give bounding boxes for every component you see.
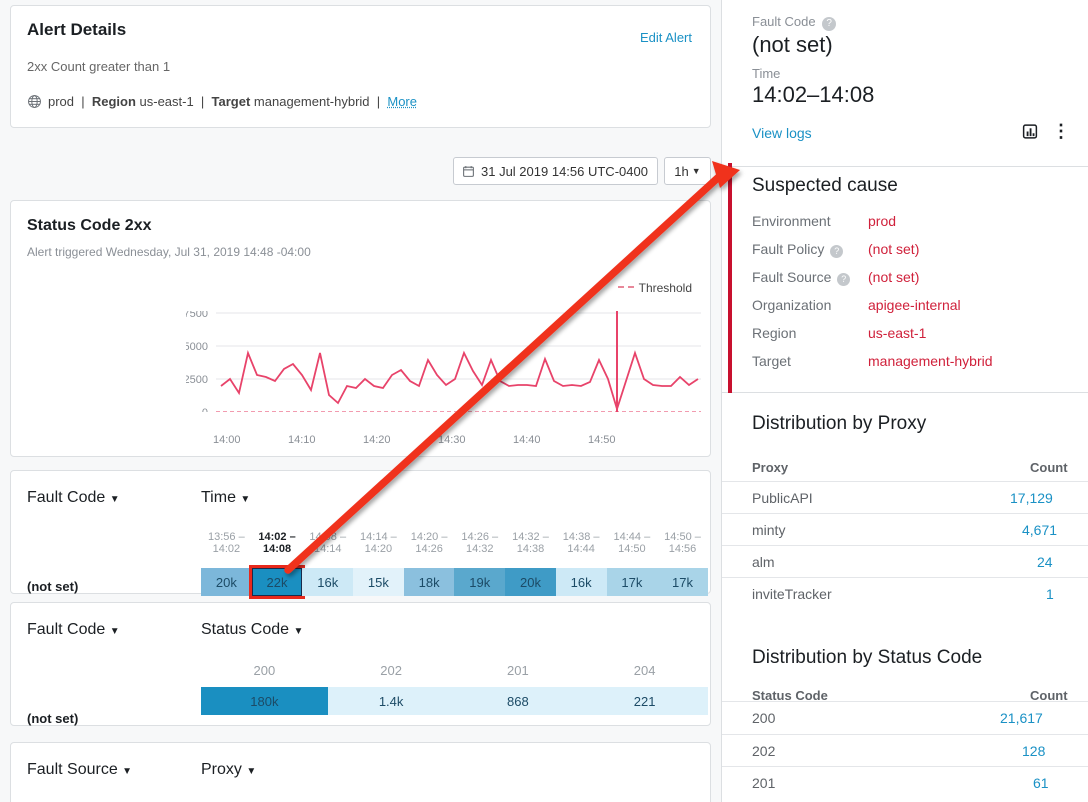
svg-text:5000: 5000 bbox=[186, 341, 208, 353]
svg-text:7500: 7500 bbox=[186, 311, 208, 320]
svg-text:2500: 2500 bbox=[186, 374, 208, 386]
svg-text:0: 0 bbox=[202, 407, 208, 412]
